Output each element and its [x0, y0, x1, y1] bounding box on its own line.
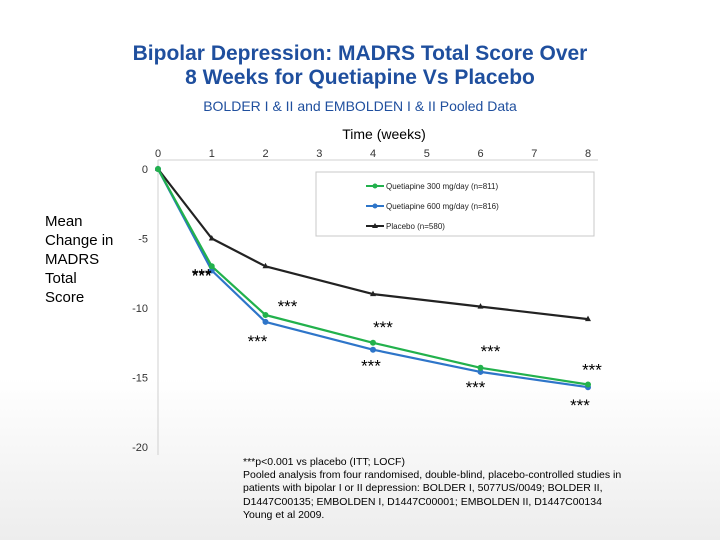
x-tick-label: 1 — [209, 148, 215, 160]
x-tick-label: 7 — [531, 148, 537, 160]
series-line — [157, 168, 589, 389]
data-point — [370, 339, 376, 346]
title-line-1: Bipolar Depression: MADRS Total Score Ov… — [132, 42, 588, 65]
y-tick-label: -20 — [132, 442, 148, 454]
y-tick-label: -15 — [132, 373, 148, 385]
data-point — [208, 235, 215, 241]
x-tick-label: 0 — [155, 148, 161, 160]
footnote-line: patients with bipolar I or II depression… — [243, 482, 603, 495]
data-point — [585, 315, 591, 322]
y-axis-label-line: MADRS — [45, 251, 100, 268]
significance-label: *** — [570, 396, 590, 415]
significance-label: *** — [481, 342, 501, 361]
footnote-line: D1447C00135; EMBOLDEN I, D1447C00001; EM… — [243, 495, 602, 508]
legend-entry-label: Quetiapine 300 mg/day (n=811) — [386, 182, 498, 191]
legend-box — [315, 171, 595, 237]
x-tick-label: 2 — [262, 148, 268, 160]
legend-entry-label: Placebo (n=580) — [386, 222, 445, 231]
legend: Quetiapine 300 mg/day (n=811) Quetiapine … — [315, 171, 595, 237]
x-tick-label: 8 — [585, 148, 591, 160]
y-axis-label-line: Change in — [45, 232, 114, 249]
y-axis-label-line: Mean — [45, 213, 83, 230]
data-point — [262, 311, 269, 318]
x-tick-labels: 0 1 2 3 4 5 6 7 8 — [155, 148, 591, 160]
significance-annotations: ****************************** — [192, 265, 602, 415]
significance-label: *** — [582, 360, 602, 379]
significance-label: *** — [192, 265, 212, 284]
data-point — [370, 290, 376, 297]
y-axis-label-line: Total — [45, 270, 77, 287]
significance-label: *** — [361, 357, 381, 376]
significance-label: *** — [192, 266, 212, 285]
footnote: ***p<0.001 vs placebo (ITT; LOCF) Pooled… — [243, 456, 703, 522]
y-axis-label-line: Score — [45, 289, 85, 306]
title-line-2: 8 Weeks for Quetiapine Vs Placebo — [185, 66, 535, 89]
data-point — [262, 318, 269, 325]
footnote-line: Young et al 2009. — [243, 508, 325, 521]
y-axis-label: Mean Change in MADRS Total Score — [45, 212, 135, 307]
data-point — [585, 381, 591, 388]
legend-entry-label: Quetiapine 600 mg/day (n=816) — [386, 202, 499, 211]
data-point — [477, 364, 484, 371]
y-tick-label: -5 — [138, 234, 148, 246]
y-tick-label: -10 — [132, 303, 148, 315]
significance-label: *** — [466, 378, 486, 397]
x-axis-label: Time (weeks) — [342, 126, 426, 142]
significance-label: *** — [278, 297, 298, 316]
series-line — [157, 168, 589, 386]
data-point — [155, 166, 161, 172]
x-tick-label: 4 — [370, 148, 376, 160]
slide-title: Bipolar Depression: MADRS Total Score Ov… — [0, 42, 720, 90]
data-point — [477, 303, 484, 309]
footnote-line: ***p<0.001 vs placebo (ITT; LOCF) — [243, 456, 405, 468]
footnote-line: Pooled analysis from four randomised, do… — [243, 469, 622, 482]
legend-swatch-marker — [372, 223, 378, 228]
legend-swatch-marker — [372, 183, 378, 189]
data-point — [477, 368, 484, 375]
data-point — [370, 346, 376, 353]
y-tick-label: 0 — [142, 164, 148, 176]
x-tick-label: 3 — [316, 148, 322, 160]
data-point — [262, 262, 269, 269]
significance-label: *** — [373, 318, 393, 337]
x-tick-label: 6 — [477, 148, 483, 160]
y-tick-labels: 0 -5 -10 -15 -20 — [132, 164, 148, 454]
series-line — [157, 168, 589, 321]
significance-label: *** — [248, 332, 268, 351]
series-group — [155, 165, 591, 391]
x-tick-label: 5 — [424, 148, 430, 160]
legend-swatch-marker — [372, 203, 378, 209]
data-point — [208, 263, 215, 270]
slide-subtitle: BOLDER I & II and EMBOLDEN I & II Pooled… — [203, 98, 517, 114]
